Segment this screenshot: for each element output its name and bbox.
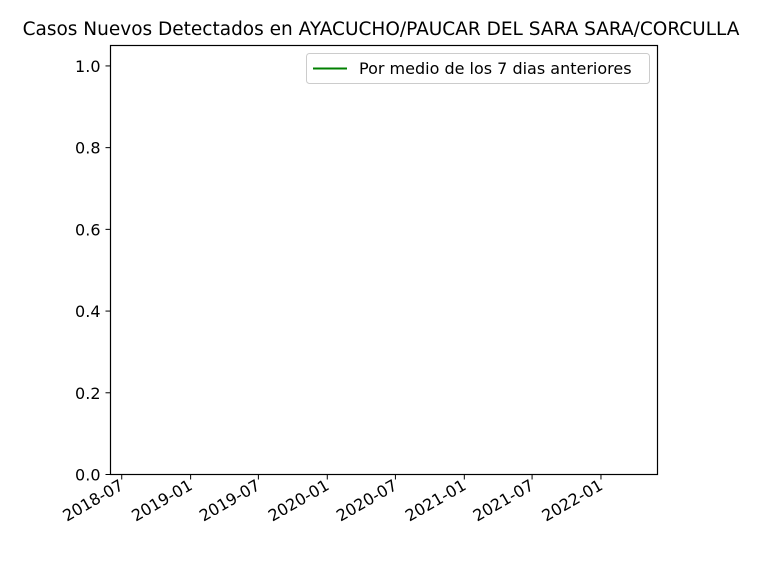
x-axis: 2018-07 2019-01 2019-07 2020-01 2020-07 2021-… [59,474,606,526]
chart-title: Casos Nuevos Detectados en AYACUCHO/PAUC… [23,19,740,40]
y-tick-label: 0.2 [75,384,100,403]
x-tick-label: 2021-01 [402,476,469,526]
y-tick-label: 0.6 [75,220,100,239]
x-tick-label: 2020-07 [333,476,400,526]
x-tick-label: 2020-01 [265,476,332,526]
y-tick-label: 0.0 [75,466,100,485]
plot-area [109,44,659,476]
legend-label: Por medio de los 7 dias anteriores [359,59,632,78]
y-tick-label: 1.0 [75,57,100,76]
y-axis: 0.0 0.2 0.4 0.6 0.8 1.0 [75,57,111,485]
x-tick-label: 2021-07 [470,476,537,526]
x-tick-label: 2019-01 [128,476,195,526]
x-tick-label: 2019-07 [196,476,263,526]
x-tick-label: 2022-01 [539,476,606,526]
y-tick-label: 0.4 [75,302,100,321]
legend: Por medio de los 7 dias anteriores [306,53,650,84]
legend-box [306,53,650,84]
y-tick-label: 0.8 [75,139,100,158]
